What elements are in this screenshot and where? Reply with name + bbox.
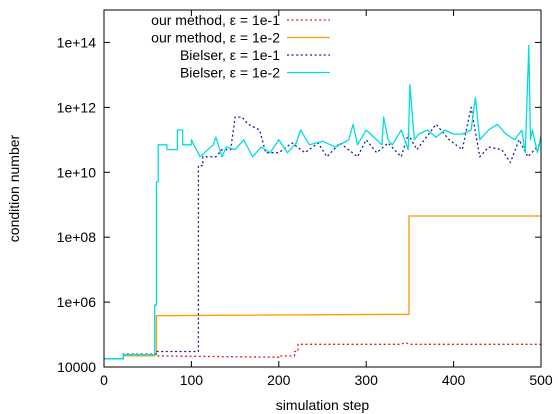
legend-label: Bielser, ε = 1e-2 <box>180 65 280 81</box>
y-tick-label: 1e+12 <box>57 99 97 115</box>
y-axis-label: condition number <box>6 134 22 242</box>
x-tick-label: 400 <box>442 372 466 388</box>
x-tick-label: 100 <box>180 372 204 388</box>
y-tick-label: 1e+08 <box>57 229 97 245</box>
x-axis-label: simulation step <box>276 397 370 413</box>
y-tick-label: 1e+14 <box>57 34 97 50</box>
x-tick-label: 500 <box>529 372 553 388</box>
y-tick-label: 1e+06 <box>57 294 97 310</box>
x-tick-label: 200 <box>267 372 291 388</box>
y-tick-label: 10000 <box>57 359 96 375</box>
legend-label: Bielser, ε = 1e-1 <box>180 47 280 63</box>
legend: our method, ε = 1e-1 our method, ε = 1e-2… <box>151 12 330 81</box>
legend-label: our method, ε = 1e-1 <box>151 12 280 28</box>
series-layer <box>104 44 541 360</box>
series-line-3 <box>104 106 541 360</box>
y-tick-label: 1e+10 <box>57 164 97 180</box>
x-tick-label: 300 <box>355 372 379 388</box>
series-line-2 <box>104 215 541 360</box>
axis-layer: 0 100 200 300 400 500 10000 1e+06 1e+08 1e+10 1e+1… <box>57 10 553 388</box>
series-line-4 <box>104 44 541 360</box>
plot-frame <box>103 9 542 368</box>
series-line-1 <box>104 341 541 360</box>
x-tick-label: 0 <box>100 372 108 388</box>
legend-label: our method, ε = 1e-2 <box>151 30 280 46</box>
